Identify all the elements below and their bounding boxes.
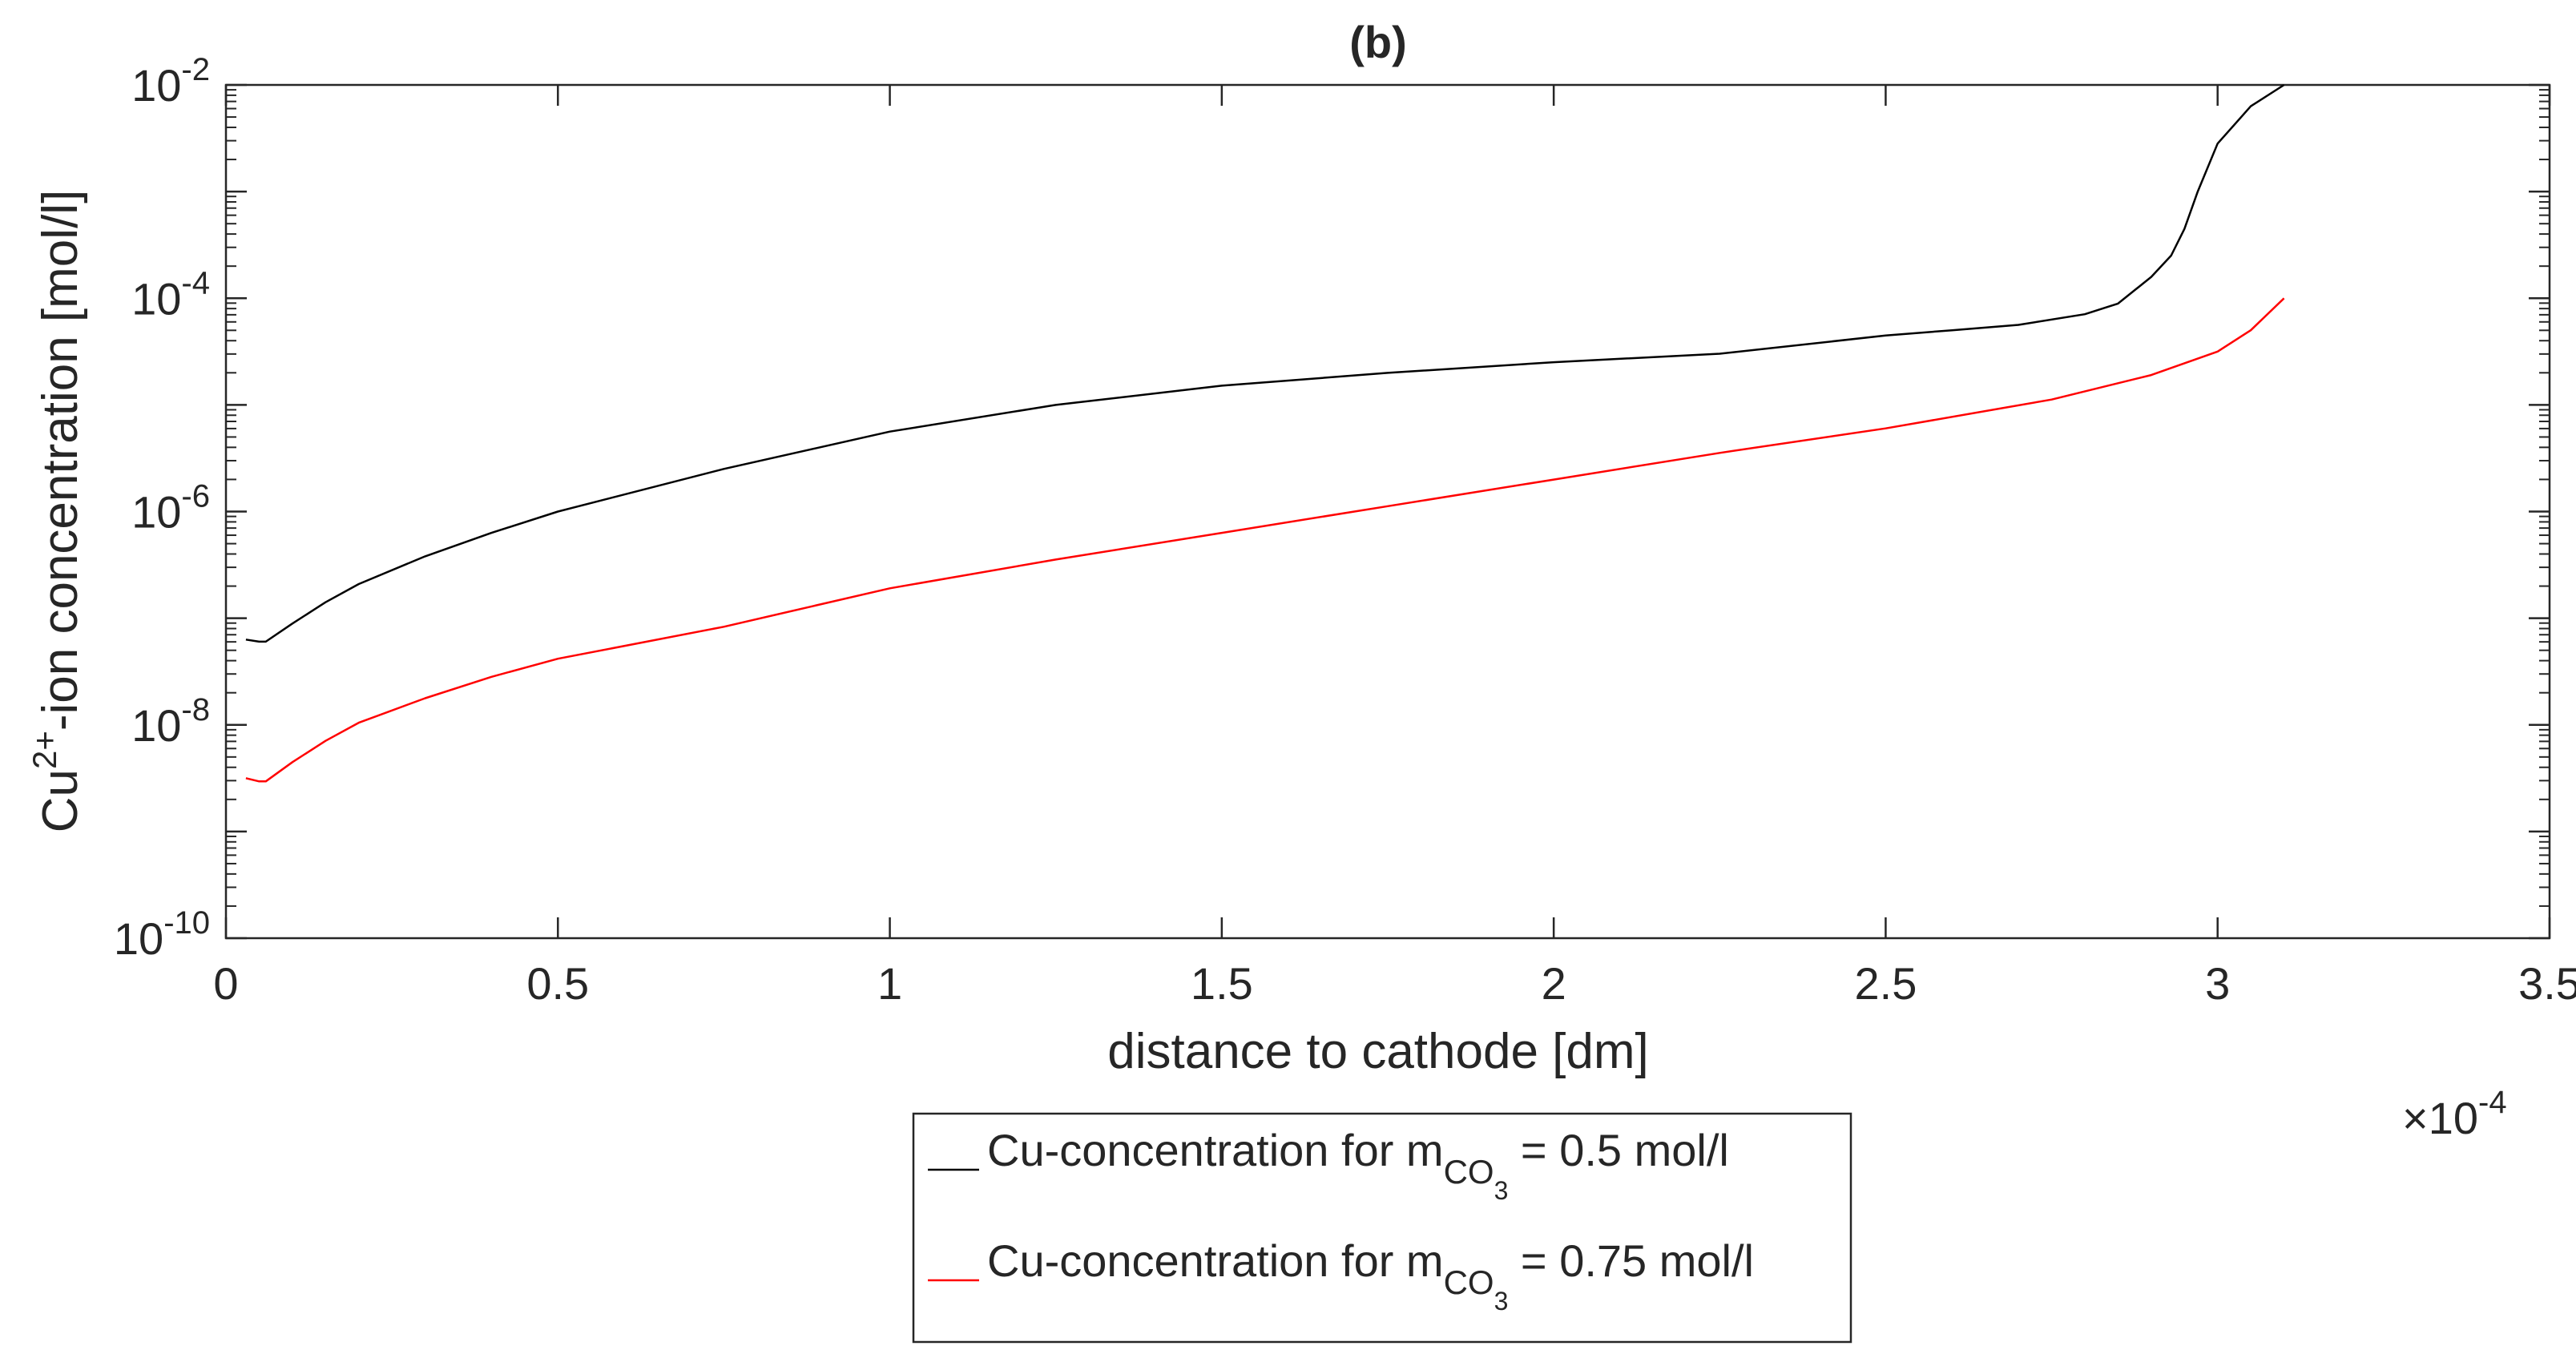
series-line-2: [245, 297, 2285, 783]
x-tick-label: 1: [877, 958, 902, 1009]
legend-entry-2-subsub: 3: [1494, 1287, 1509, 1316]
y-tick-label: 10-8: [131, 692, 210, 751]
y-axis-label-suffix: -ion concentration [mol/l]: [33, 190, 88, 731]
y-tick-label-exponent: -2: [181, 52, 210, 87]
y-tick-label-base: 10: [131, 487, 181, 538]
chart-title: (b): [1349, 17, 1407, 67]
y-tick-label: 10-10: [114, 905, 210, 964]
y-tick-label-base: 10: [131, 273, 181, 324]
y-tick-label-exponent: -8: [181, 692, 210, 727]
x-scale-times: ×10: [2402, 1093, 2478, 1143]
legend-entry-2-suffix: = 0.75 mol/l: [1508, 1235, 1754, 1286]
y-tick-label-exponent: -4: [181, 265, 210, 300]
legend-entry-2-sub: CO: [1444, 1263, 1494, 1301]
legend-entry-1-subsub: 3: [1494, 1176, 1509, 1205]
x-tick-label: 2.5: [1854, 958, 1917, 1009]
legend-entry-2: Cu-concentration for mCO3 = 0.75 mol/l: [987, 1235, 1754, 1316]
legend-box: [912, 1112, 1852, 1344]
legend: Cu-concentration for mCO3 = 0.5 mol/l Cu…: [912, 1112, 1852, 1344]
legend-entry-1-suffix: = 0.5 mol/l: [1508, 1125, 1728, 1175]
y-tick-label-exponent: -6: [181, 479, 210, 514]
x-tick-label: 1.5: [1191, 958, 1253, 1009]
x-tick-label: 3: [2205, 958, 2230, 1009]
series-layer: [245, 83, 2285, 783]
y-tick-label-base: 10: [114, 913, 163, 964]
y-tick-label: 10-6: [131, 479, 210, 538]
y-axis-label-prefix: Cu: [33, 769, 88, 832]
y-axis-label: Cu2+-ion concentration [mol/l]: [26, 190, 88, 833]
x-tick-label: 2: [1542, 958, 1566, 1009]
x-axis: 0 0.5 1 1.5 2 2.5 3 3.5: [213, 85, 2576, 1009]
x-tick-label: 0.5: [526, 958, 589, 1009]
y-tick-label-exponent: -10: [163, 905, 210, 941]
y-tick-label-base: 10: [131, 700, 181, 751]
series-line-1: [245, 83, 2285, 643]
plot-area: [224, 83, 2551, 940]
legend-entry-1: Cu-concentration for mCO3 = 0.5 mol/l: [987, 1125, 1729, 1205]
y-tick-label: 10-4: [131, 265, 210, 324]
y-axis-label-superscript: 2+: [26, 731, 63, 769]
legend-entry-2-prefix: Cu-concentration for m: [987, 1235, 1444, 1286]
x-tick-label: 3.5: [2518, 958, 2576, 1009]
legend-entry-1-sub: CO: [1444, 1153, 1494, 1191]
x-axis-label: distance to cathode [dm]: [1107, 1024, 1649, 1079]
x-scale-exponent: -4: [2478, 1085, 2507, 1120]
x-tick-label: 0: [213, 958, 238, 1009]
y-tick-label: 10-2: [131, 52, 210, 111]
y-tick-label-base: 10: [131, 60, 181, 111]
y-axis: 10-210-410-610-810-10: [114, 52, 2550, 964]
legend-entry-1-prefix: Cu-concentration for m: [987, 1125, 1444, 1175]
x-scale-factor: ×10-4: [2402, 1085, 2507, 1143]
